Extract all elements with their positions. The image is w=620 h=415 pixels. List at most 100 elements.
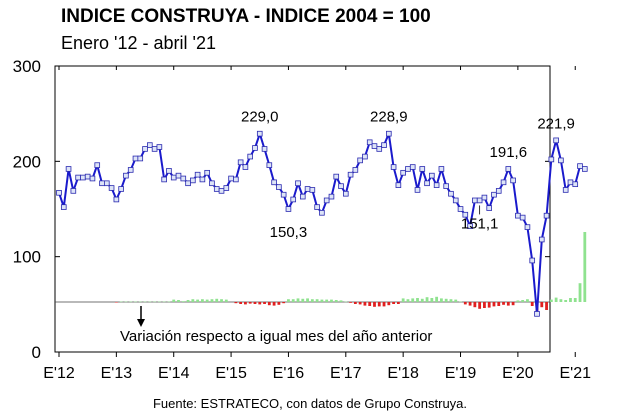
variation-bar [210,299,214,302]
index-point [94,162,101,168]
variation-bar [559,299,563,302]
index-point [247,153,254,160]
index-point [99,180,105,187]
index-point [424,180,430,187]
index-point [223,185,230,191]
variation-bar [549,299,553,302]
variation-bar [287,299,290,302]
variation-note: Variación respecto a igual mes del año a… [120,328,432,345]
variation-bar [167,301,171,303]
variation-bar [234,302,238,304]
variation-bar [358,302,362,305]
variation-bar [540,302,544,308]
variation-bar [253,302,257,304]
annotations: 229,0 150,3 228,9 151,1 191,6 221,9 [241,109,575,241]
index-line [56,130,588,317]
variation-bar [258,302,262,305]
variation-bar [196,299,200,302]
index-point [414,187,421,193]
index-point [60,204,67,210]
index-point [70,188,77,194]
index-point [347,171,354,178]
variation-bar [201,299,204,302]
variation-bar [526,299,529,302]
variation-bar [325,299,329,302]
axes: 0 100 200 300 E'12 E'13 E'14 E'15 E'16 E'17 E'18 E'… [13,57,591,382]
variation-bar [420,298,424,302]
annotation-label: 150,3 [270,224,308,241]
index-point [452,197,459,204]
variation-bar [349,302,352,303]
index-point [314,204,320,210]
variation-bar [114,302,118,303]
variation-bar [296,298,300,302]
index-point [299,193,306,200]
y-tick-label: 300 [13,57,41,76]
variation-bar [282,302,286,304]
index-point [562,187,569,193]
index-point [448,190,454,197]
variation-bar [502,302,505,305]
variation-bar [564,300,568,302]
variation-bar [483,302,486,308]
index-point [113,196,120,203]
index-point [438,166,445,172]
variation-bar [573,298,577,302]
index-point [381,142,387,148]
index-point [362,153,368,160]
variation-bar [272,302,276,306]
index-point [151,146,158,152]
index-point [237,159,244,166]
index-point [472,197,478,204]
index-point [558,157,564,164]
index-point [137,155,144,162]
index-point [352,167,359,173]
index-point [309,187,316,193]
index-point [395,182,402,188]
variation-bar [310,299,314,302]
variation-bar [430,298,434,302]
variation-bar [382,302,386,307]
variation-bar [291,299,295,302]
y-tick-label: 100 [13,248,41,267]
plot-frame [54,65,551,353]
index-point [510,177,516,184]
index-point [376,146,383,152]
variation-bar [330,299,333,302]
x-tick-label: E'15 [215,365,247,382]
variation-bar [506,302,510,306]
variation-bar [191,299,195,302]
variation-bar [129,301,133,303]
x-tick-label: E'18 [387,365,419,382]
variation-bar [478,302,482,309]
variation-bar [440,298,443,302]
variation-bar [401,298,405,302]
variation-bar [143,301,147,303]
x-tick-label: E'13 [101,365,133,382]
variation-bar [248,302,252,304]
index-point [290,196,297,203]
variation-bar [492,302,496,307]
index-point [567,179,574,186]
variation-bar [172,299,176,302]
index-point [213,186,220,192]
variation-bar [516,300,520,302]
variation-bar [263,302,266,304]
index-point [199,176,206,183]
index-point [333,173,340,180]
index-point [123,172,129,179]
variation-bar [153,301,156,303]
variation-bar [473,302,477,308]
variation-bar [162,301,166,303]
variation-bar [339,300,343,302]
index-point [524,224,531,230]
index-point [233,176,239,183]
chart-subtitle: Enero '12 - abril '21 [61,33,216,53]
index-point [505,166,512,172]
index-point [295,180,301,187]
index-point [256,130,263,137]
variation-bar [387,302,391,306]
x-tick-label: E'16 [273,365,305,382]
index-point [132,155,139,162]
index-point [390,164,397,170]
